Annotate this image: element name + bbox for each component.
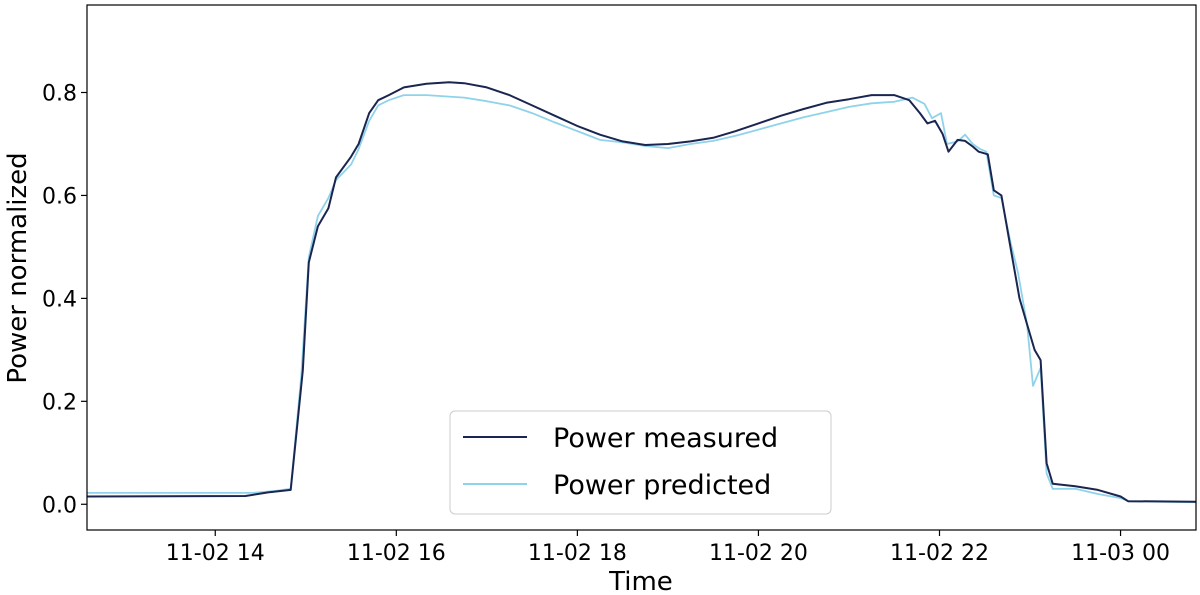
y-axis-label: Power normalized (3, 152, 33, 383)
legend-box (449, 410, 832, 515)
x-tick-label: 11-02 16 (347, 541, 446, 566)
legend: Power measured Power predicted (449, 410, 832, 515)
series-line-power-predicted (87, 94, 1197, 504)
x-tick-label: 11-02 20 (709, 541, 808, 566)
legend-label: Power measured (553, 423, 778, 454)
x-tick-label: 11-02 14 (166, 541, 265, 566)
plot-lines (86, 81, 1197, 504)
x-tick-label: 11-03 00 (1071, 541, 1170, 566)
plot-frame (86, 4, 1197, 531)
y-tick-label: 0.8 (42, 82, 77, 107)
legend-label: Power predicted (553, 470, 771, 501)
x-tick-label: 11-02 22 (890, 541, 989, 566)
y-tick-label: 0.4 (42, 287, 77, 312)
y-axis: 0.0 0.2 0.4 0.6 0.8 (42, 82, 87, 518)
x-axis: 11-02 14 11-02 16 11-02 18 11-02 20 11-02 22… (166, 530, 1170, 566)
x-tick-label: 11-02 18 (528, 541, 627, 566)
y-tick-label: 0.2 (42, 390, 77, 415)
x-axis-label: Time (608, 567, 673, 595)
y-tick-label: 0.6 (42, 184, 77, 209)
y-tick-label: 0.0 (42, 493, 77, 518)
series-line-power-measured (86, 81, 1197, 503)
